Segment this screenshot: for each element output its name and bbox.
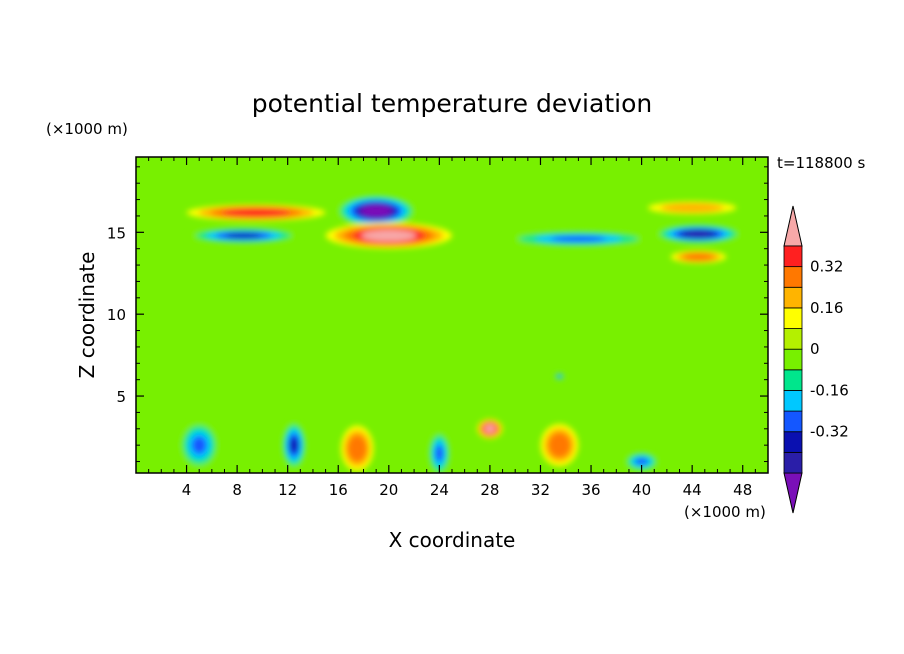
contour-region-6-2 [672,204,712,211]
y-axis: 5 10 15 [107,166,768,463]
contour-region-9-3 [351,440,364,457]
contour-region-14-3 [635,457,649,466]
chart-title: potential temperature deviation [252,89,652,118]
colorbar-segment [783,328,803,350]
contour-region-5-5 [685,231,712,237]
y-unit-label: (×1000 m) [46,120,128,138]
contour-field [136,157,768,473]
colorbar-segment [783,410,803,433]
y-tick-label: 5 [116,388,126,406]
contour-region-11-3 [191,436,207,455]
x-axis-label: X coordinate [389,528,516,552]
colorbar-segment [783,369,803,391]
contour-region-3-4 [225,232,262,239]
x-tick-label: 12 [278,481,297,499]
contour-region-1-5 [370,231,408,240]
contour-region-4-3 [550,235,606,242]
contour-region-7-3 [688,254,709,260]
colorbar-segment [783,431,803,453]
colorbar-segment [783,307,803,329]
contour-region-12-4 [289,437,299,454]
contour-region-13-3 [435,445,444,462]
contour-region-8-3 [552,437,567,453]
y-tick-label: 15 [107,224,126,242]
contour-region-2-4 [233,210,279,216]
colorbar-tick-label: -0.32 [810,423,849,441]
colorbar-tick-label: -0.16 [810,381,849,399]
colorbar-segment [783,390,803,412]
colorbar-segment [783,451,803,474]
colorbar-min-triangle [783,472,803,514]
x-tick-label: 16 [329,481,348,499]
x-tick-label: 32 [531,481,550,499]
x-tick-label: 48 [733,481,752,499]
x-tick-label: 44 [683,481,702,499]
colorbar-segment [783,286,803,309]
x-unit-label: (×1000 m) [684,503,766,521]
x-tick-label: 28 [480,481,499,499]
x-tick-label: 8 [232,481,242,499]
x-tick-label: 36 [581,481,600,499]
y-tick-label: 10 [107,306,126,324]
colorbar: 0.32 0.16 0 -0.16 -0.32 [783,205,849,514]
x-axis: 4 8 12 16 20 24 28 32 36 40 44 48 [148,157,756,499]
contour-region-10-5 [486,425,494,432]
colorbar-max-triangle [783,205,803,247]
contour-region-0-6 [365,206,388,216]
x-tick-label: 4 [182,481,192,499]
x-tick-label: 40 [632,481,651,499]
x-tick-label: 24 [430,481,449,499]
colorbar-segment [783,245,803,268]
colorbar-tick-label: 0.16 [810,299,843,317]
colorbar-tick-label: 0 [810,340,820,358]
colorbar-segment [783,348,803,371]
colorbar-tick-label: 0.32 [810,258,843,276]
colorbar-segment [783,266,803,288]
time-label: t=118800 s [777,154,865,172]
x-tick-label: 20 [379,481,398,499]
y-axis-label: Z coordinate [75,252,99,379]
contour-region-15-3 [557,375,562,378]
